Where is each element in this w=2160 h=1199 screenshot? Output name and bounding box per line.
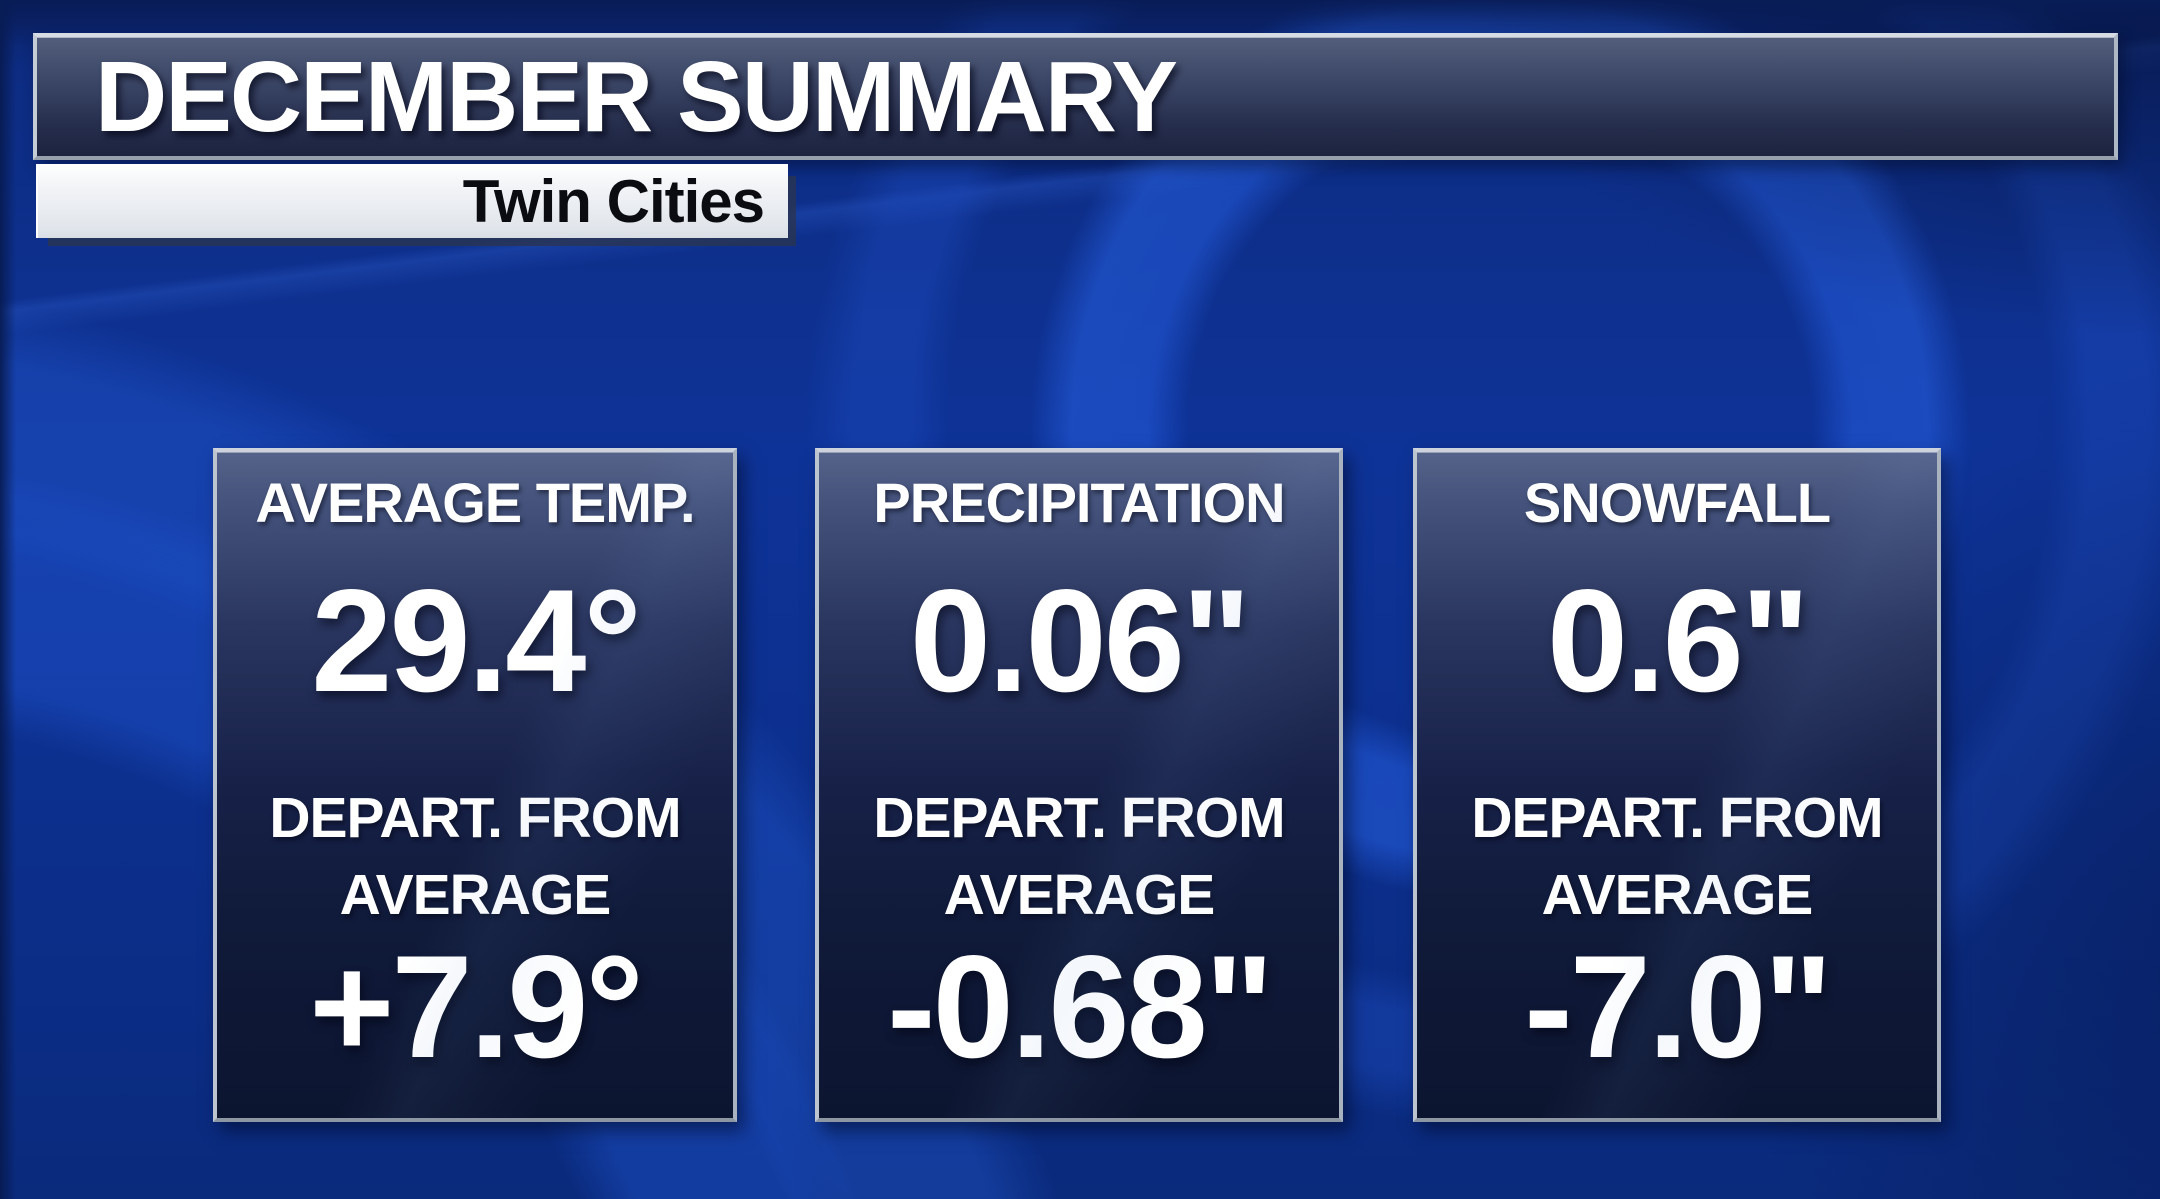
stat-panel-heading: AVERAGE TEMP. [255,471,695,534]
stat-value: 0.6" [1546,559,1810,722]
title-bar: DECEMBER SUMMARY [33,33,2118,160]
stat-panel-precipitation: PRECIPITATION 0.06" DEPART. FROM AVERAGE… [815,448,1343,1122]
stat-panel-average-temp: AVERAGE TEMP. 29.4° DEPART. FROM AVERAGE… [213,448,737,1122]
departure-label-line1: DEPART. FROM [873,786,1285,850]
stat-value: 29.4° [311,559,642,722]
location-tab: Twin Cities [36,164,788,238]
departure-label-line1: DEPART. FROM [269,786,681,850]
stat-panel-heading: PRECIPITATION [873,471,1285,534]
departure-value: +7.9° [309,925,644,1088]
location-label: Twin Cities [462,168,765,235]
departure-label-line2: AVERAGE [1541,863,1814,927]
departure-value: -7.0" [1524,925,1833,1088]
stat-panel-snowfall: SNOWFALL 0.6" DEPART. FROM AVERAGE -7.0" [1413,448,1941,1122]
departure-label-line1: DEPART. FROM [1471,786,1883,850]
departure-label-line2: AVERAGE [943,863,1216,927]
departure-label-line2: AVERAGE [339,863,612,927]
stat-panel-heading: SNOWFALL [1523,471,1831,534]
page-title: DECEMBER SUMMARY [95,41,1178,153]
stat-value: 0.06" [909,559,1251,722]
departure-value: -0.68" [887,925,1274,1088]
